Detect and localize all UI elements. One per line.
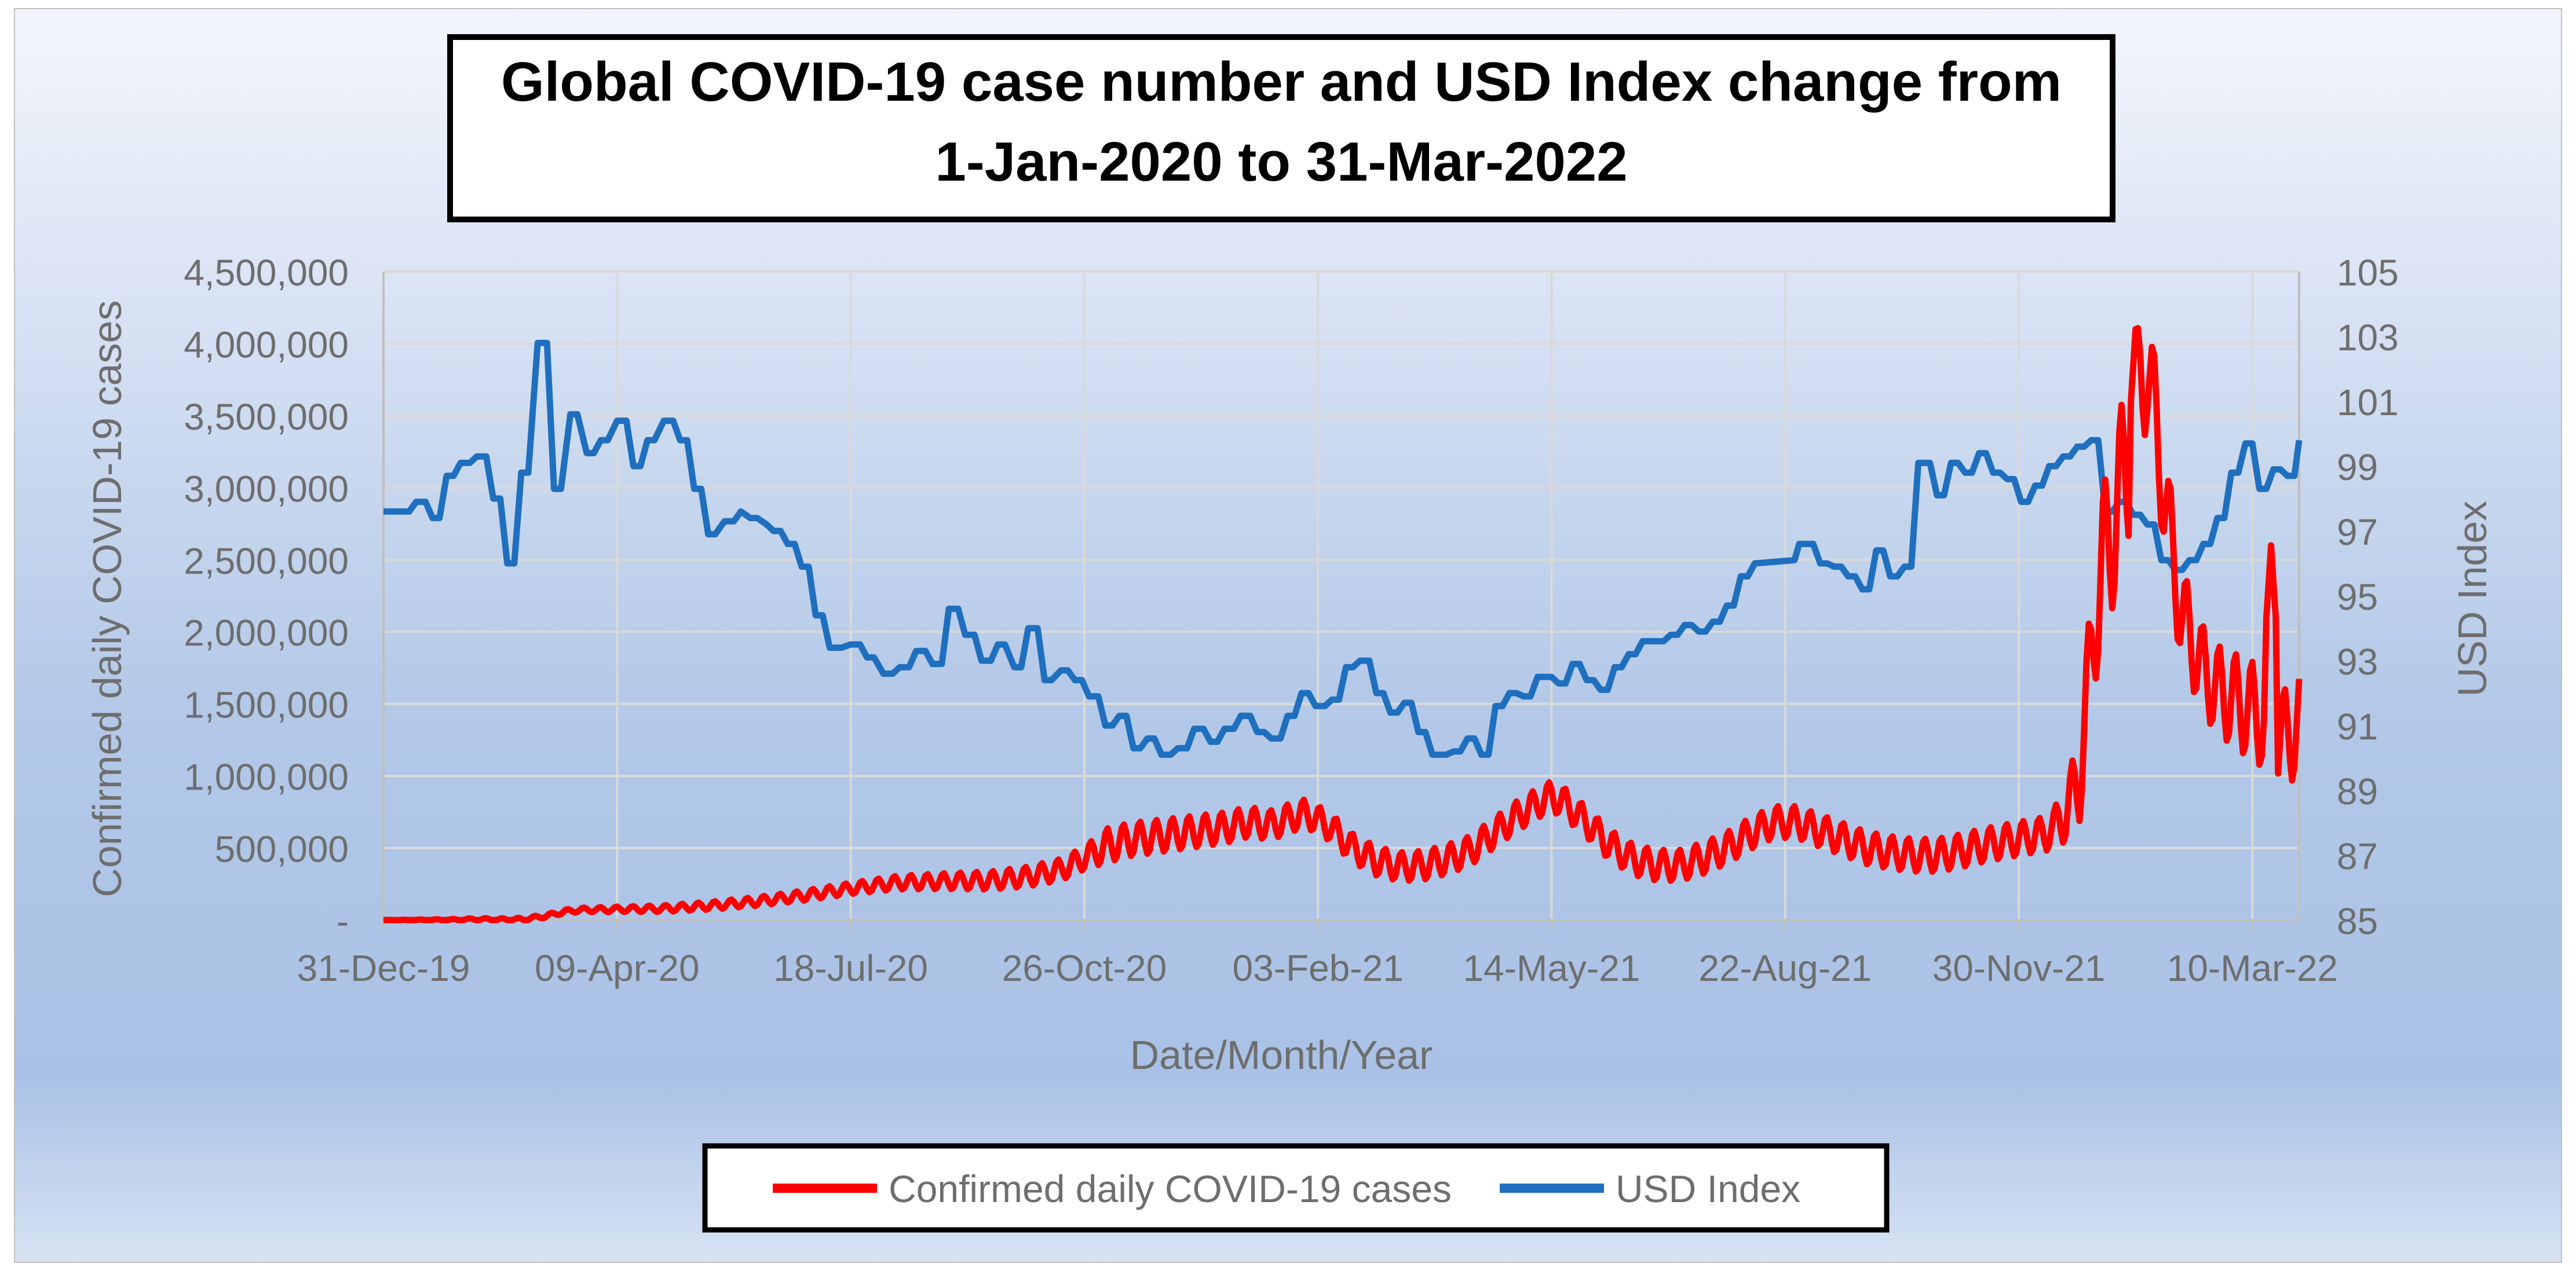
y-left-tick-label: 3,500,000 (184, 396, 349, 438)
y-left-tick-label: 3,000,000 (184, 468, 349, 510)
x-tick-label: 09-Apr-20 (535, 947, 700, 989)
series-layer (382, 325, 2303, 924)
chart-title-line-2: 1-Jan-2020 to 31-Mar-2022 (935, 131, 1627, 193)
y-left-tick-label: - (337, 900, 349, 942)
y-right-tick-label: 93 (2337, 641, 2378, 683)
x-tick-label: 03-Feb-21 (1233, 947, 1404, 989)
y-right-tick-label: 103 (2337, 317, 2399, 358)
chart-svg: Global COVID-19 case number and USD Inde… (13, 7, 2563, 1264)
y-left-tick-label: 500,000 (215, 829, 349, 870)
x-axis-title: Date/Month/Year (1130, 1032, 1433, 1078)
y-axis-left-title: Confirmed daily COVID-19 cases (85, 301, 130, 898)
y-right-tick-label: 99 (2337, 446, 2378, 488)
y-right-tick-label: 105 (2337, 252, 2399, 294)
x-tick-label: 22-Aug-21 (1698, 947, 1872, 989)
y-left-tick-label: 1,500,000 (184, 684, 349, 726)
y-left-tick-label: 2,000,000 (184, 612, 349, 654)
legend: Confirmed daily COVID-19 cases USD Index (702, 1143, 1890, 1233)
y-right-tick-label: 89 (2337, 771, 2378, 812)
y-right-tick-label: 97 (2337, 511, 2378, 553)
legend-label-usd: USD Index (1616, 1167, 1800, 1210)
y-right-tick-label: 91 (2337, 706, 2378, 748)
y-left-tick-label: 4,500,000 (184, 252, 349, 294)
legend-box (702, 1143, 1890, 1233)
x-tick-label: 30-Nov-21 (1932, 947, 2106, 989)
y-left-tick-label: 4,000,000 (184, 324, 349, 365)
y-right-tick-label: 95 (2337, 576, 2378, 618)
y-axis-right-title: USD Index (2450, 501, 2495, 697)
chart-title-line-1: Global COVID-19 case number and USD Inde… (501, 51, 2062, 113)
x-tick-label: 18-Jul-20 (773, 947, 928, 989)
chart-container: Global COVID-19 case number and USD Inde… (13, 7, 2563, 1264)
x-tick-label: 14-May-21 (1463, 947, 1640, 989)
y-right-tick-label: 101 (2337, 382, 2399, 423)
y-right-tick-label: 87 (2337, 836, 2378, 877)
axes: - 500,000 1,000,000 1,500,000 2,000,000 2,500… (184, 252, 2399, 989)
series-line-daily-cases (382, 325, 2303, 924)
x-tick-label: 31-Dec-19 (297, 947, 470, 989)
x-tick-label: 10-Mar-22 (2167, 947, 2338, 989)
y-right-tick-label: 85 (2337, 900, 2378, 942)
y-left-tick-label: 1,000,000 (184, 756, 349, 798)
title-box (447, 34, 2115, 222)
x-tick-label: 26-Oct-20 (1002, 947, 1167, 989)
legend-label-cases: Confirmed daily COVID-19 cases (889, 1167, 1452, 1210)
y-left-tick-label: 2,500,000 (184, 540, 349, 582)
series-line-usd-index (383, 339, 2303, 758)
